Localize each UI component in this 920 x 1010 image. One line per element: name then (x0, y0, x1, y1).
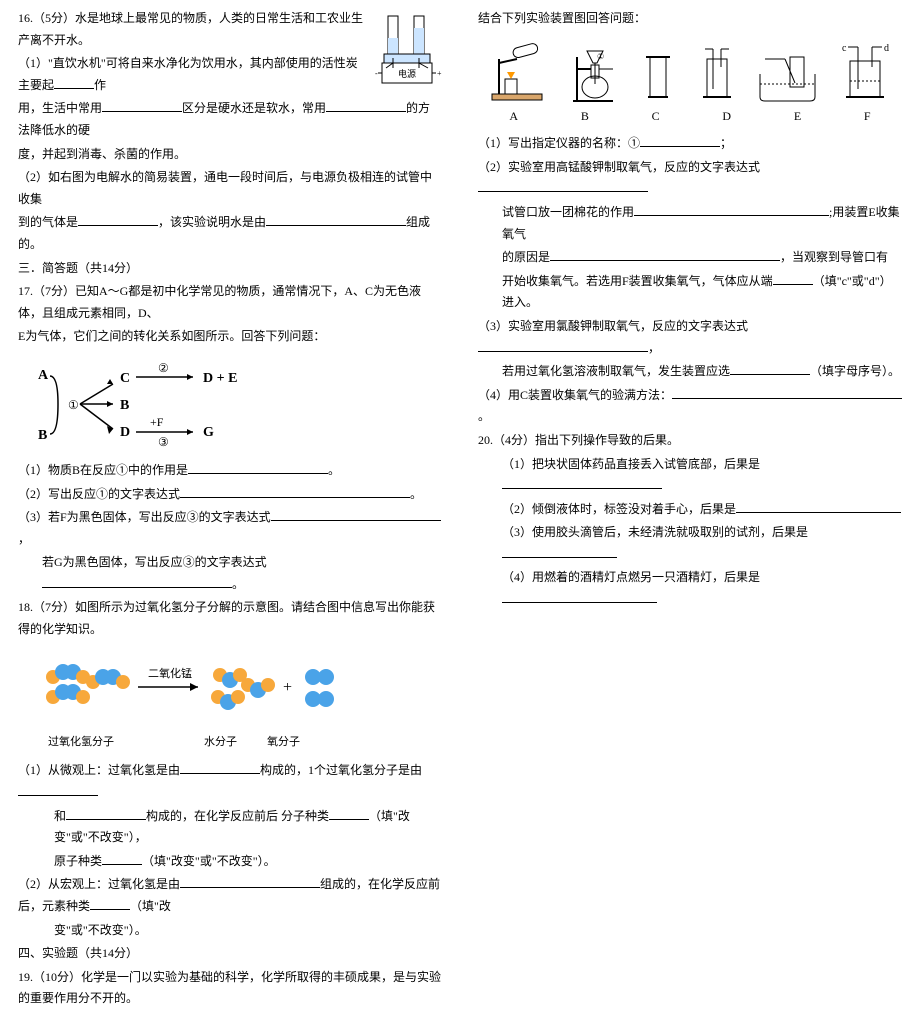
r-p3a: （3）实验室用氯酸钾制取氧气，反应的文字表达式， (478, 316, 902, 359)
q17-p1: （1）物质B在反应①中的作用是。 (18, 460, 442, 482)
q17-p3a: （3）若F为黑色固体，写出反应③的文字表达式， (18, 507, 442, 550)
svg-text:-: - (375, 69, 378, 78)
q16-line4: （2）如右图为电解水的简易装置，通电一段时间后，与电源负极相连的试管中收集 (18, 167, 442, 210)
svg-text:①: ① (597, 52, 604, 61)
apparatus-C (638, 39, 678, 104)
q16-line2: 用，生活中常用区分是硬水还是软水，常用的方法降低水的硬 (18, 98, 442, 141)
section3-title: 三．简答题（共14分） (18, 258, 442, 280)
svg-text:③: ③ (158, 435, 169, 449)
apparatus-diagram: ① (478, 34, 902, 104)
q19-header: 19.（10分）化学是一门以实验为基础的科学，化学所取得的丰硕成果，是与实验的重… (18, 967, 442, 1010)
apparatus-labels: A B C D E F (478, 106, 902, 128)
section4-title: 四、实验题（共14分） (18, 943, 442, 965)
q18-p1c: 原子种类（填"改变"或"不改变"）。 (18, 851, 442, 873)
apparatus-D (697, 39, 737, 104)
o2-group (305, 669, 334, 707)
left-column: 电源 - + 16.（5分）水是地球上最常见的物质，人类的日常生活和工农业生产离… (0, 0, 460, 649)
r-p2c: 的原因是，当观察到导管口有 (478, 247, 902, 269)
r-p2a: （2）实验室用高锰酸钾制取氧气，反应的文字表达式 (478, 157, 902, 200)
svg-text:c: c (842, 43, 847, 54)
h2o2-group (46, 664, 130, 704)
apparatus-E (755, 39, 820, 104)
q18-p1b: 和构成的，在化学反应前后 分子种类（填"改变"或"不改变"）， (18, 806, 442, 849)
svg-text:B: B (120, 398, 129, 413)
q17-p3b: 若G为黑色固体，写出反应③的文字表达式。 (18, 552, 442, 595)
r-p2b: 试管口放一团棉花的作用;用装置E收集氧气 (478, 202, 902, 245)
q18-header: 18.（7分）如图所示为过氧化氢分子分解的示意图。请结合图中信息写出你能获得的化… (18, 597, 442, 640)
right-intro: 结合下列实验装置图回答问题： (478, 8, 902, 30)
electrolysis-diagram: 电源 - + (372, 8, 442, 98)
right-column: 结合下列实验装置图回答问题： ① (460, 0, 920, 649)
svg-text:+: + (283, 679, 292, 696)
svg-text:电源: 电源 (398, 68, 416, 79)
q18-p2b: 变"或"不改变"）。 (18, 920, 442, 942)
q16-line5: 到的气体是，该实验说明水是由组成的。 (18, 212, 442, 255)
q20-p3: （3）使用胶头滴管后，未经清洗就吸取别的试剂，后果是 (478, 522, 902, 565)
q18-molecule-diagram: 二氧化锰 + 过氧化氢分子 水分子 氧分子 (38, 647, 442, 753)
q17-p2: （2）写出反应①的文字表达式。 (18, 484, 442, 506)
q20-p4: （4）用燃着的酒精灯点燃另一只酒精灯，后果是 (478, 567, 902, 610)
svg-text:+: + (437, 69, 442, 78)
r-p4: （4）用C装置收集氧气的验满方法：。 (478, 385, 902, 428)
node-B2: B (38, 428, 47, 443)
svg-text:G: G (203, 425, 214, 440)
q17-header2: E为气体，它们之间的转化关系如图所示。回答下列问题： (18, 326, 442, 348)
q20-p2: （2）倾倒液体时，标签没对着手心，后果是 (478, 499, 902, 521)
h2o-group (211, 668, 275, 710)
svg-text:②: ② (158, 361, 169, 375)
q20-p1: （1）把块状固体药品直接丢入试管底部，后果是 (478, 454, 902, 497)
svg-text:D: D (120, 425, 130, 440)
svg-text:①: ① (68, 398, 79, 412)
svg-text:C: C (120, 371, 130, 386)
svg-text:D + E: D + E (203, 371, 237, 386)
q16-line3: 度，并起到消毒、杀菌的作用。 (18, 144, 442, 166)
catalyst-label: 二氧化锰 (148, 666, 192, 680)
q20-header: 20.（4分）指出下列操作导致的后果。 (478, 430, 902, 452)
apparatus-A (487, 39, 547, 104)
q17-diagram: A B ① C B D ② D + E +F ③ G (18, 354, 442, 454)
q17-header: 17.（7分）已知A～G都是初中化学常见的物质，通常情况下，A、C为无色液体，且… (18, 281, 442, 324)
svg-text:+F: +F (150, 415, 164, 429)
apparatus-B: ① (565, 39, 620, 104)
r-p1: （1）写出指定仪器的名称：①； (478, 133, 902, 155)
svg-text:d: d (884, 43, 889, 54)
apparatus-F: c d (838, 39, 893, 104)
q18-p2a: （2）从宏观上：过氧化氢是由组成的，在化学反应前后，元素种类（填"改 (18, 874, 442, 917)
r-p2d: 开始收集氧气。若选用F装置收集氧气，气体应从端（填"c"或"d"）进入。 (478, 271, 902, 314)
r-p3b: 若用过氧化氢溶液制取氧气，发生装置应选（填字母序号）。 (478, 361, 902, 383)
q18-p1a: （1）从微观上：过氧化氢是由构成的，1个过氧化氢分子是由 (18, 760, 442, 803)
node-A: A (38, 368, 49, 383)
